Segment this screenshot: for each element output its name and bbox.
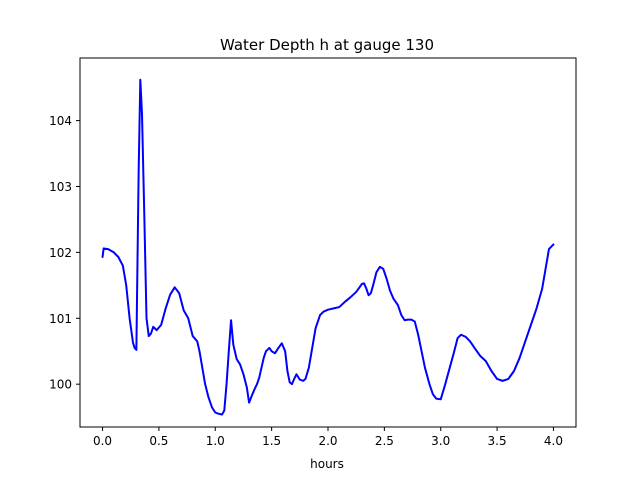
x-tick-label: 3.5 [488, 434, 507, 448]
plot-area: 0.0 0.5 1.0 1.5 2.0 2.5 3.0 3.5 4.0 100 101 102 103 1… [49, 57, 577, 448]
x-tick-label: 2.0 [318, 434, 337, 448]
x-axis-label: hours [310, 457, 344, 471]
y-tick-label: 102 [49, 246, 72, 260]
x-tick-label: 0.0 [93, 434, 112, 448]
x-tick-label: 1.5 [262, 434, 281, 448]
x-tick-label: 1.0 [206, 434, 225, 448]
x-tick-label: 2.5 [375, 434, 394, 448]
series-line-0 [101, 78, 555, 416]
y-tick-label: 103 [49, 180, 72, 194]
x-tick-label: 3.0 [431, 434, 450, 448]
chart-title: Water Depth h at gauge 130 [220, 36, 434, 54]
y-tick-label: 104 [49, 114, 72, 128]
x-tick-label: 4.0 [544, 434, 563, 448]
y-tick-label: 100 [49, 378, 72, 392]
x-tick-label: 0.5 [149, 434, 168, 448]
y-tick-label: 101 [49, 312, 72, 326]
